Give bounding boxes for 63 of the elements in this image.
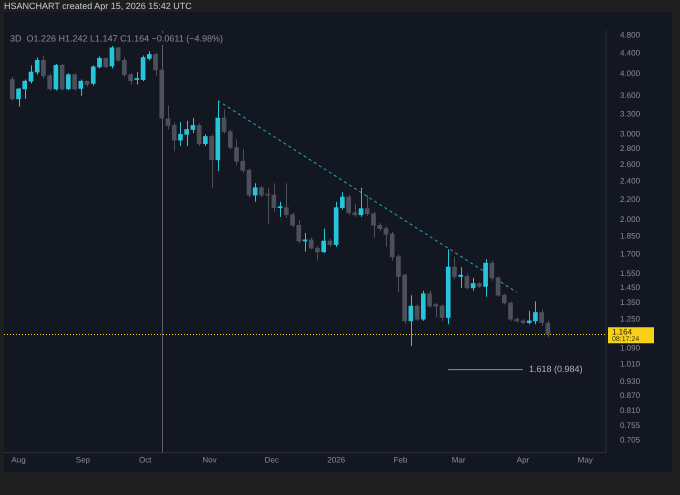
x-tick-label: Oct — [138, 455, 152, 464]
candlestick — [483, 258, 488, 298]
y-tick-label: 1.090 — [620, 343, 641, 352]
x-tick-label: Sep — [76, 455, 91, 464]
y-tick-label: 1.550 — [620, 268, 641, 278]
y-tick-label: 3.300 — [620, 109, 641, 118]
y-tick-label: 1.250 — [620, 314, 641, 324]
candlestick — [414, 304, 420, 322]
candlestick — [464, 273, 470, 290]
candlestick — [259, 185, 264, 198]
chart-subtitle: 3D O1.226 H1.242 L1.147 C1.164 −0.0611 (−4.98%) — [10, 33, 223, 44]
candlestick — [321, 228, 326, 254]
candlestick — [546, 320, 550, 338]
y-tick-label: 1.450 — [620, 283, 641, 292]
candlestick — [302, 232, 308, 252]
y-tick-label: 2.800 — [620, 144, 641, 154]
candlestick — [539, 308, 544, 327]
candlestick — [209, 134, 214, 188]
y-tick-label: 2.600 — [620, 160, 641, 169]
x-tick-label: Feb — [394, 455, 408, 464]
chart-title: HSANCHART created Apr 15, 2026 15:42 UTC — [4, 1, 192, 11]
x-tick-label: Apr — [516, 455, 530, 464]
x-tick-label: Aug — [11, 455, 26, 464]
x-tick-label: Mar — [452, 455, 466, 464]
y-tick-label: 0.810 — [620, 406, 641, 415]
y-tick-label: 4.000 — [620, 68, 641, 78]
ref-line-label: 1.164 — [612, 327, 633, 336]
y-tick-label: 1.010 — [620, 359, 641, 368]
x-tick-label: Dec — [264, 455, 279, 464]
candlestick — [10, 76, 15, 102]
y-tick-label: 1.850 — [620, 232, 641, 241]
y-tick-label: 0.705 — [620, 435, 641, 444]
candlestick — [452, 256, 457, 280]
y-tick-label: 0.930 — [620, 376, 641, 386]
y-tick-label: 0.870 — [620, 390, 641, 400]
candlestick — [196, 122, 202, 146]
candlestick — [128, 72, 133, 85]
candlestick — [458, 266, 464, 288]
candlestick — [408, 294, 414, 347]
candlestick — [66, 72, 71, 91]
candlestick — [470, 277, 476, 292]
candlestick — [203, 134, 208, 146]
y-tick-label: 3.600 — [620, 91, 641, 100]
series-label: 1.618 (0.984) — [528, 364, 583, 374]
y-tick-label: 3.000 — [620, 130, 641, 139]
x-tick-label: Nov — [202, 455, 217, 464]
y-tick-label: 2.200 — [620, 195, 641, 204]
y-tick-label: 2.400 — [620, 176, 641, 186]
y-tick-label: 4.400 — [620, 48, 641, 58]
x-tick-label: 2026 — [327, 455, 346, 464]
y-tick-label: 0.755 — [620, 420, 641, 430]
candlestick — [252, 182, 258, 202]
x-tick-label: May — [578, 455, 593, 464]
y-tick-label: 1.350 — [620, 298, 641, 308]
y-tick-label: 4.800 — [620, 30, 641, 40]
y-tick-label: 2.000 — [620, 215, 641, 224]
candlestick — [358, 187, 364, 218]
candlestick — [134, 72, 140, 85]
y-tick-label: 1.700 — [620, 249, 641, 258]
candlestick — [110, 45, 114, 69]
candlestick — [72, 73, 77, 92]
candlestick — [103, 56, 108, 68]
candlestick — [78, 79, 84, 96]
